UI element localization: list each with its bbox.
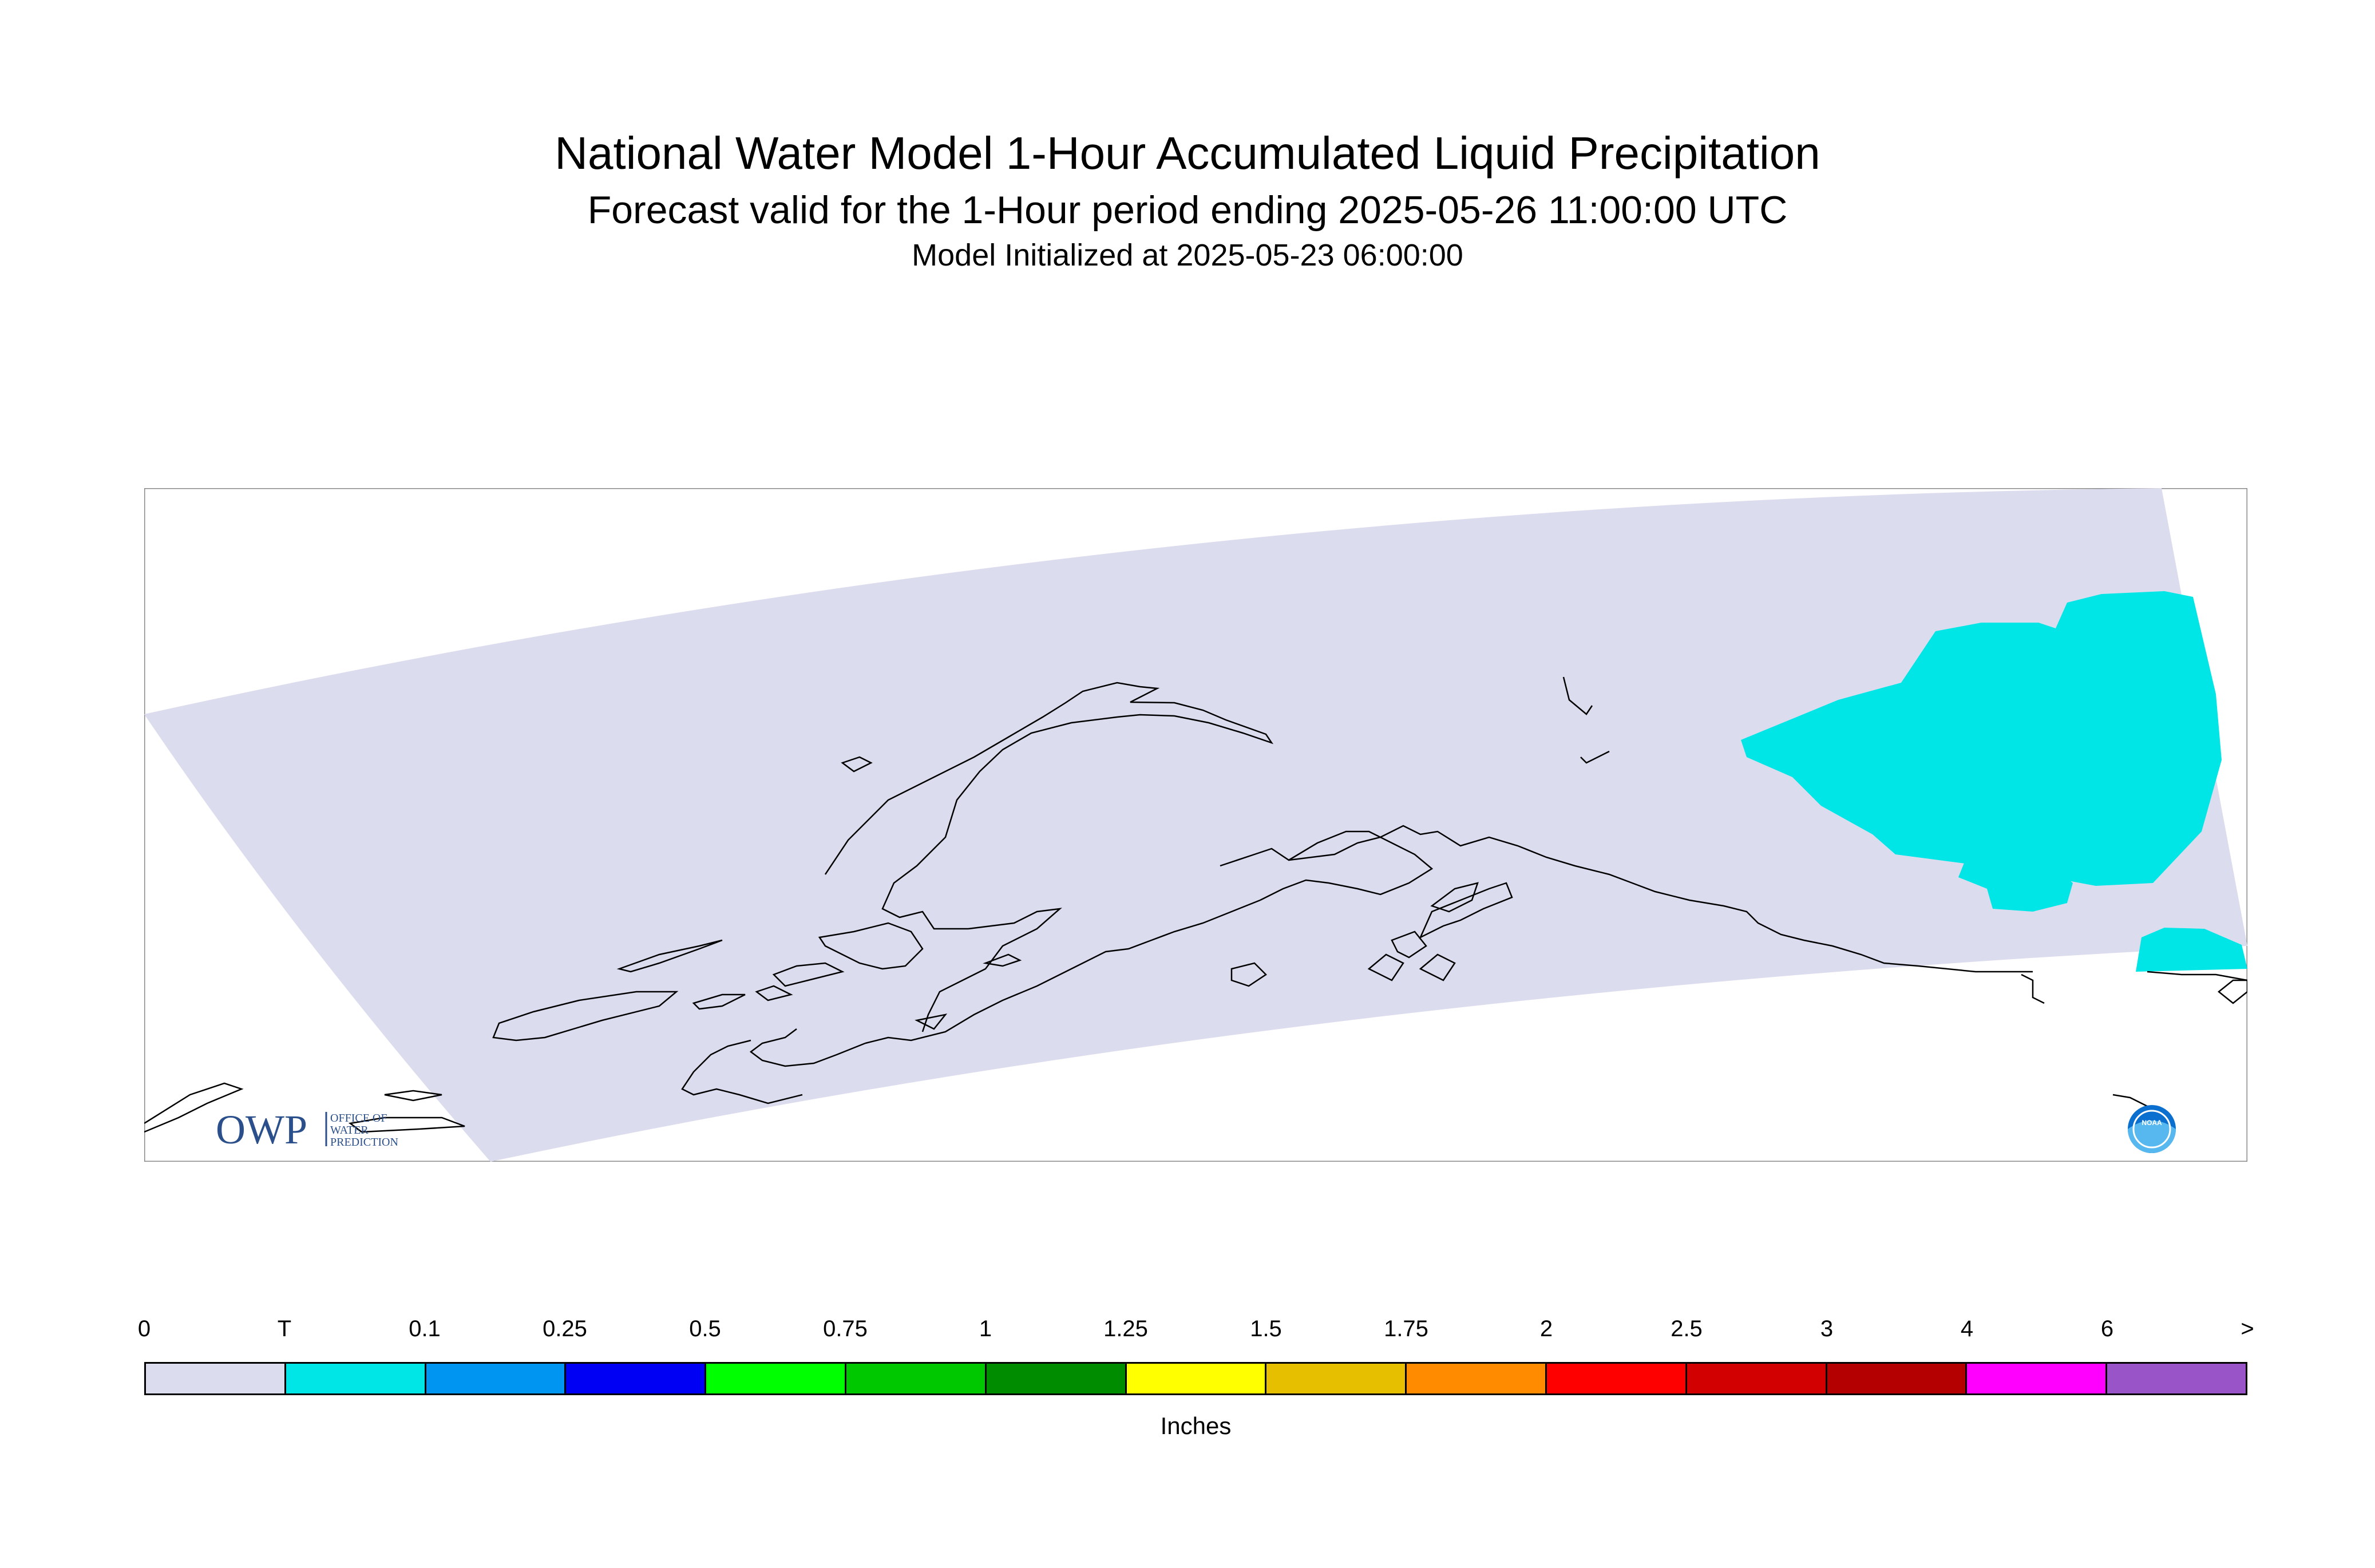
legend-swatch [566, 1364, 707, 1393]
legend-tick-label: 2.5 [1671, 1316, 1703, 1341]
legend-tick-label: 0.25 [543, 1316, 587, 1341]
map-title: National Water Model 1-Hour Accumulated … [555, 128, 1820, 179]
model-init-time: Model Initialized at 2025-05-23 06:00:00 [912, 238, 1463, 272]
legend-swatch [146, 1364, 286, 1393]
color-legend: 0 T 0.1 0.25 0.5 0.75 1 1.25 1.5 1.75 2 2.5 3 4 6 > Inc… [138, 1316, 2254, 1459]
legend-swatch [1407, 1364, 1547, 1393]
legend-swatch [286, 1364, 426, 1393]
owp-logo: OWP OFFICE OF WATER PREDICTION [216, 1107, 398, 1153]
legend-tick-label: 1.5 [1250, 1316, 1282, 1341]
legend-tick-label: 0.5 [689, 1316, 721, 1341]
legend-tick-label: 2 [1539, 1316, 1553, 1341]
legend-tick-label: 0.1 [409, 1316, 441, 1341]
legend-swatch [1827, 1364, 1968, 1393]
precip-area-east-coast [2136, 928, 2247, 972]
legend-swatch [846, 1364, 987, 1393]
owp-logo-sub-2: WATER [330, 1124, 369, 1137]
legend-swatch [1967, 1364, 2108, 1393]
owp-logo-sub-3: PREDICTION [330, 1136, 398, 1149]
precip-area-northeast [1741, 591, 2222, 886]
legend-tick-label: 3 [1820, 1316, 1834, 1341]
legend-swatch [706, 1364, 846, 1393]
precip-area-southeast [1958, 860, 2073, 912]
legend-colorbar [144, 1362, 2247, 1395]
legend-tick-label: 1.25 [1103, 1316, 1148, 1341]
noaa-logo: NOAA [2128, 1105, 2176, 1153]
legend-swatch [426, 1364, 567, 1393]
legend-swatch [986, 1364, 1127, 1393]
legend-swatch [1546, 1364, 1687, 1393]
legend-tick-label: 0.75 [823, 1316, 868, 1341]
coastlines [144, 676, 2247, 1133]
legend-tick-label: 0 [137, 1316, 151, 1341]
legend-tick-label: 1.75 [1384, 1316, 1428, 1341]
map-subtitle: Forecast valid for the 1-Hour period end… [587, 188, 1788, 232]
legend-tick-label: T [277, 1316, 292, 1341]
model-domain-area [144, 488, 2247, 1162]
legend-tick-label: > [2241, 1316, 2254, 1341]
legend-tick-label: 6 [2100, 1316, 2114, 1341]
owp-logo-text: OWP [216, 1107, 307, 1153]
precipitation-map: OWP OFFICE OF WATER PREDICTION NOAA [144, 488, 2247, 1162]
legend-swatch [2107, 1364, 2246, 1393]
legend-swatch [1266, 1364, 1407, 1393]
legend-units: Inches [1160, 1412, 1232, 1439]
legend-swatch [1687, 1364, 1827, 1393]
noaa-logo-text: NOAA [2142, 1119, 2162, 1127]
owp-logo-sub-1: OFFICE OF [330, 1112, 387, 1124]
legend-swatch [1126, 1364, 1267, 1393]
legend-tick-label: 1 [979, 1316, 992, 1341]
legend-tick-label: 4 [1960, 1316, 1974, 1341]
